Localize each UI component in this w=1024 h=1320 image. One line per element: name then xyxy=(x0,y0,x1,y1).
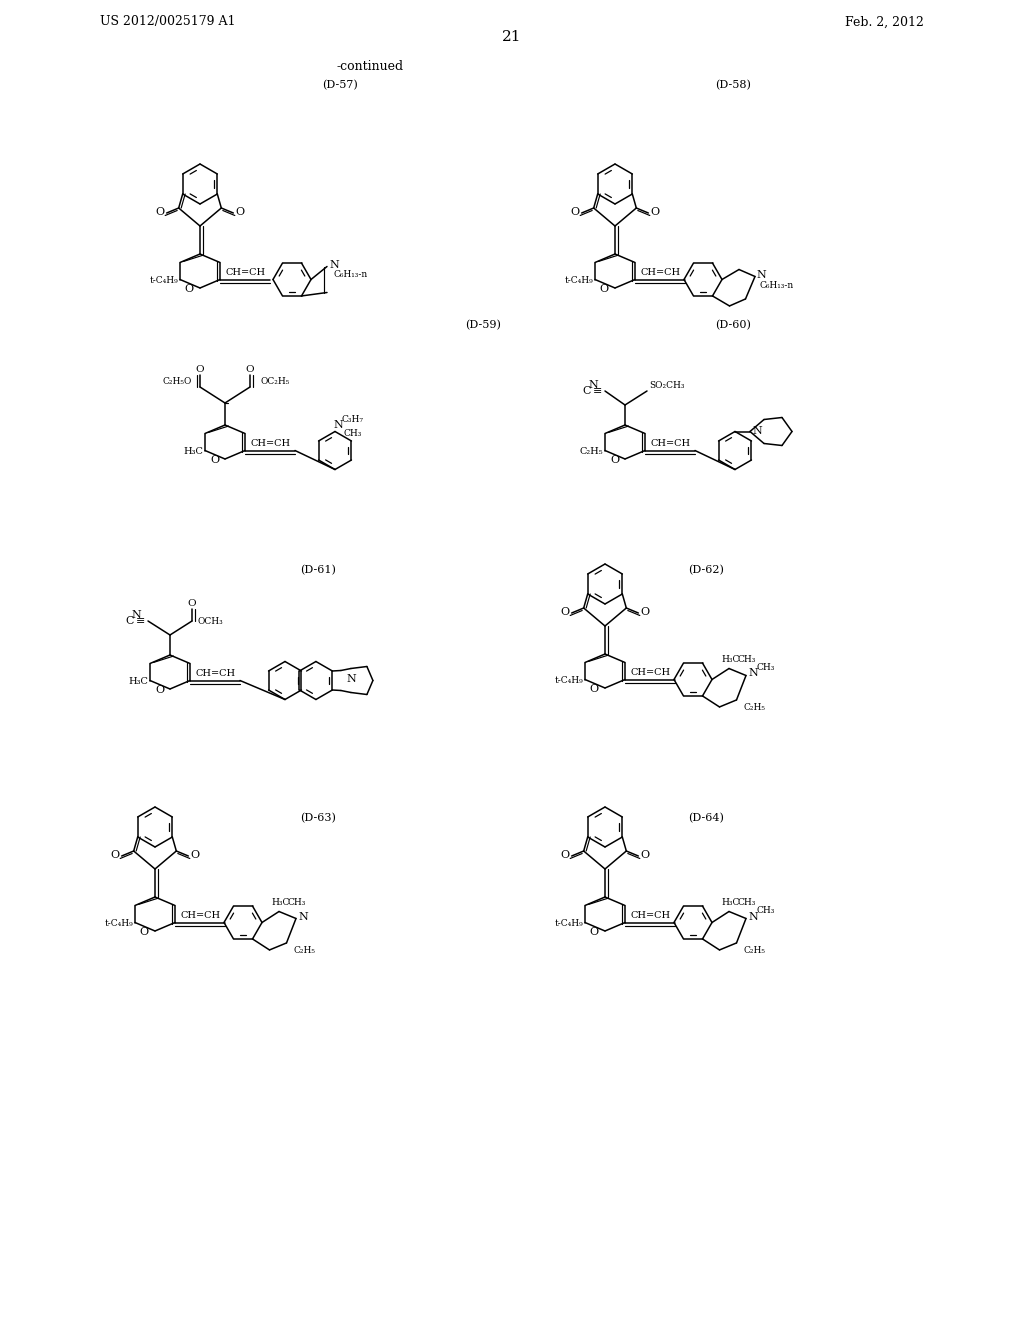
Text: N: N xyxy=(588,380,598,389)
Text: N: N xyxy=(749,668,758,678)
Text: O: O xyxy=(187,598,197,607)
Text: US 2012/0025179 A1: US 2012/0025179 A1 xyxy=(100,16,236,29)
Text: CH=CH: CH=CH xyxy=(631,911,671,920)
Text: CH₃: CH₃ xyxy=(738,655,756,664)
Text: 21: 21 xyxy=(502,30,522,44)
Text: C: C xyxy=(126,616,134,626)
Text: O: O xyxy=(246,364,254,374)
Text: t-C₄H₉: t-C₄H₉ xyxy=(554,676,583,685)
Text: C₂H₅: C₂H₅ xyxy=(294,946,315,956)
Text: (D-60): (D-60) xyxy=(715,319,751,330)
Text: CH=CH: CH=CH xyxy=(631,668,671,677)
Text: O: O xyxy=(560,850,569,861)
Text: O: O xyxy=(156,685,165,696)
Text: O: O xyxy=(560,607,569,616)
Text: (D-61): (D-61) xyxy=(300,565,336,576)
Text: H₃C: H₃C xyxy=(722,655,740,664)
Text: CH=CH: CH=CH xyxy=(641,268,681,277)
Text: N: N xyxy=(346,675,355,685)
Text: CH=CH: CH=CH xyxy=(196,669,237,678)
Text: (D-64): (D-64) xyxy=(688,813,724,824)
Text: N: N xyxy=(749,912,758,921)
Text: (D-62): (D-62) xyxy=(688,565,724,576)
Text: N: N xyxy=(333,421,343,430)
Text: (D-63): (D-63) xyxy=(300,813,336,824)
Text: (D-57): (D-57) xyxy=(322,79,357,90)
Text: N: N xyxy=(752,425,762,436)
Text: C: C xyxy=(583,385,591,396)
Text: O: O xyxy=(236,207,245,216)
Text: OC₂H₅: OC₂H₅ xyxy=(260,376,290,385)
Text: CH=CH: CH=CH xyxy=(251,440,291,447)
Text: O: O xyxy=(641,850,650,861)
Text: O: O xyxy=(184,284,194,294)
Text: (D-59): (D-59) xyxy=(465,319,501,330)
Text: -continued: -continued xyxy=(337,61,403,74)
Text: C₆H₁₃-n: C₆H₁₃-n xyxy=(334,271,368,279)
Text: O: O xyxy=(211,455,219,465)
Text: C₆H₁₃-n: C₆H₁₃-n xyxy=(760,281,795,290)
Text: N: N xyxy=(298,912,308,921)
Text: CH₃: CH₃ xyxy=(288,898,306,907)
Text: CH=CH: CH=CH xyxy=(651,440,691,447)
Text: ≡: ≡ xyxy=(136,616,145,626)
Text: CH=CH: CH=CH xyxy=(226,268,266,277)
Text: H₃C: H₃C xyxy=(183,447,203,455)
Text: N: N xyxy=(756,269,766,280)
Text: O: O xyxy=(610,455,620,465)
Text: O: O xyxy=(590,927,599,937)
Text: O: O xyxy=(196,364,205,374)
Text: O: O xyxy=(139,927,148,937)
Text: t-C₄H₉: t-C₄H₉ xyxy=(150,276,178,285)
Text: H₃C: H₃C xyxy=(128,677,148,686)
Text: C₂H₅: C₂H₅ xyxy=(743,946,766,956)
Text: C₂H₅: C₂H₅ xyxy=(580,447,603,455)
Text: O: O xyxy=(599,284,608,294)
Text: O: O xyxy=(651,207,659,216)
Text: C₃H₇: C₃H₇ xyxy=(342,414,364,424)
Text: CH₃: CH₃ xyxy=(344,429,362,438)
Text: O: O xyxy=(155,207,164,216)
Text: CH₃: CH₃ xyxy=(757,906,775,915)
Text: H₃C: H₃C xyxy=(271,898,290,907)
Text: OCH₃: OCH₃ xyxy=(198,616,223,626)
Text: N: N xyxy=(131,610,141,620)
Text: N: N xyxy=(329,260,339,269)
Text: C₂H₅: C₂H₅ xyxy=(743,704,766,713)
Text: t-C₄H₉: t-C₄H₉ xyxy=(564,276,593,285)
Text: C₂H₅O: C₂H₅O xyxy=(163,376,191,385)
Text: t-C₄H₉: t-C₄H₉ xyxy=(104,919,133,928)
Text: O: O xyxy=(190,850,200,861)
Text: O: O xyxy=(590,684,599,694)
Text: SO₂CH₃: SO₂CH₃ xyxy=(649,380,685,389)
Text: CH₃: CH₃ xyxy=(757,663,775,672)
Text: t-C₄H₉: t-C₄H₉ xyxy=(554,919,583,928)
Text: ≡: ≡ xyxy=(593,385,603,396)
Text: (D-58): (D-58) xyxy=(715,79,751,90)
Text: H₃C: H₃C xyxy=(722,898,740,907)
Text: Feb. 2, 2012: Feb. 2, 2012 xyxy=(845,16,924,29)
Text: CH₃: CH₃ xyxy=(738,898,756,907)
Text: O: O xyxy=(570,207,580,216)
Text: O: O xyxy=(641,607,650,616)
Text: O: O xyxy=(111,850,119,861)
Text: CH=CH: CH=CH xyxy=(181,911,221,920)
